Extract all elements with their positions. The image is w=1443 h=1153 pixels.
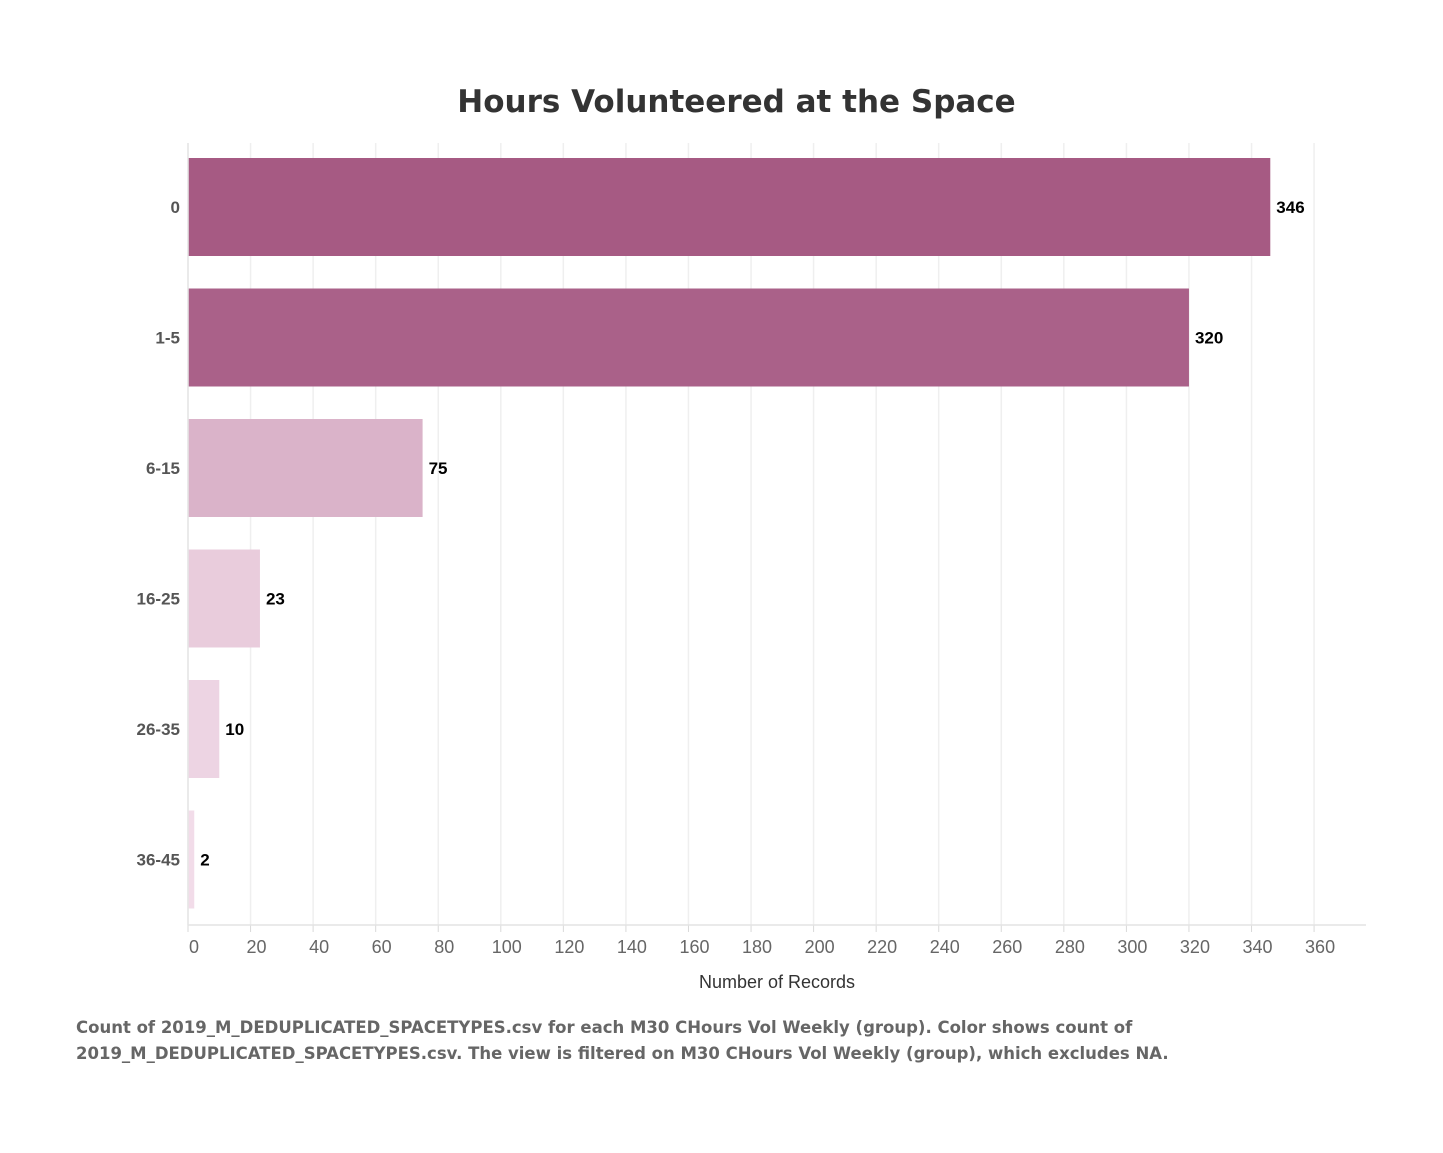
x-tick-label: 260	[992, 937, 1022, 957]
x-tick-label: 220	[867, 937, 897, 957]
x-tick-label: 360	[1305, 937, 1335, 957]
bar-36-45[interactable]	[188, 810, 195, 909]
data-label: 75	[429, 459, 448, 478]
category-label: 1-5	[155, 329, 180, 348]
caption-line-1: Count of 2019_M_DEDUPLICATED_SPACETYPES.…	[76, 1018, 1133, 1037]
x-tick-label: 40	[309, 937, 329, 957]
x-tick-label: 340	[1242, 937, 1272, 957]
x-tick-label: 180	[742, 937, 772, 957]
category-label: 36-45	[137, 851, 180, 870]
bars	[188, 158, 1271, 909]
x-axis: 0 20 40 60 80 100 120 140 160 180 200 220 240 260 280 3…	[187, 143, 1366, 957]
x-tick-label: 240	[930, 937, 960, 957]
data-labels: 346 320 75 23 10 2	[200, 198, 1304, 870]
category-label: 0	[171, 198, 180, 217]
x-tick-label: 140	[617, 937, 647, 957]
x-tick-label: 200	[805, 937, 835, 957]
category-label: 16-25	[137, 590, 180, 609]
x-tick-label: 280	[1055, 937, 1085, 957]
data-label: 320	[1195, 329, 1223, 348]
chart-title: Hours Volunteered at the Space	[457, 84, 1016, 120]
data-label: 10	[225, 720, 244, 739]
bar-0[interactable]	[188, 158, 1271, 256]
x-tick-label: 0	[189, 937, 199, 957]
x-tick-label: 300	[1117, 937, 1147, 957]
x-tick-label: 320	[1180, 937, 1210, 957]
bar-1-5[interactable]	[188, 288, 1189, 387]
category-label: 6-15	[146, 459, 180, 478]
bar-16-25[interactable]	[188, 549, 260, 648]
gridlines	[187, 143, 1315, 925]
x-tick-label: 120	[554, 937, 584, 957]
x-tick-label: 20	[247, 937, 267, 957]
x-tick-label: 100	[492, 937, 522, 957]
x-tick-label: 80	[434, 937, 454, 957]
caption-line-2: 2019_M_DEDUPLICATED_SPACETYPES.csv. The …	[76, 1044, 1169, 1063]
category-labels: 0 1-5 6-15 16-25 26-35 36-45	[137, 198, 180, 870]
bar-6-15[interactable]	[188, 419, 423, 517]
caption: Count of 2019_M_DEDUPLICATED_SPACETYPES.…	[76, 1015, 1276, 1067]
bar-26-35[interactable]	[188, 680, 220, 778]
data-label: 23	[266, 590, 285, 609]
category-label: 26-35	[137, 720, 180, 739]
x-tick-label: 60	[372, 937, 392, 957]
data-label: 2	[200, 851, 209, 870]
data-label: 346	[1276, 198, 1304, 217]
x-tick-label: 160	[679, 937, 709, 957]
x-axis-title: Number of Records	[699, 972, 855, 992]
